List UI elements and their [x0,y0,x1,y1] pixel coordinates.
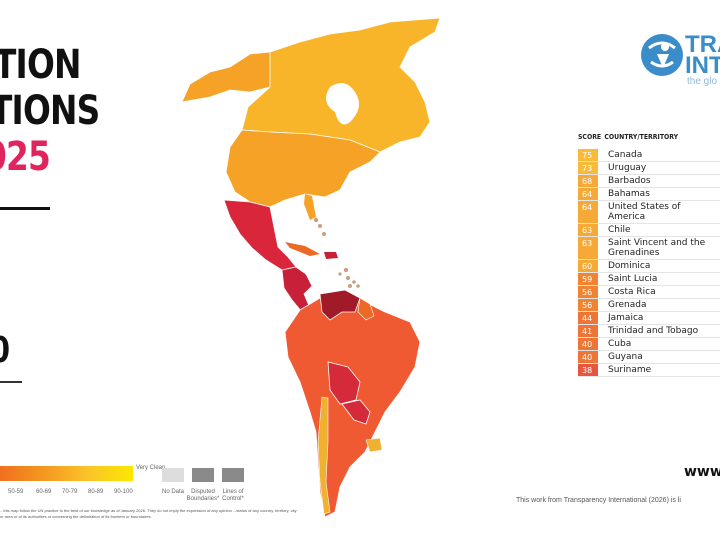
row-country: United States of America [608,202,681,222]
legend-no-data-swatch [162,468,184,482]
legend-tick: 50-59 [8,489,24,495]
table-header: SCORE COUNTRY/TERRITORY [578,133,703,147]
table-row: 63 Chile [578,224,720,237]
row-country: Cuba [608,339,632,349]
row-country: Bahamas [608,189,650,199]
row-score: 64 [578,201,598,223]
table-row: 38 Suriname [578,364,720,377]
row-score: 56 [578,286,598,298]
row-country: Trinidad and Tobago [608,326,699,336]
legend-tick: 60-69 [36,489,52,495]
table-row: 60 Dominica [578,260,720,273]
row-score: 64 [578,188,598,200]
row-country: Grenada [608,300,647,310]
map-region-central-america [281,266,313,313]
header-country: COUNTRY/TERRITORY [604,133,679,141]
row-country: Uruguay [608,163,647,173]
table-row: 56 Grenada [578,299,720,312]
legend-lines-of-control-swatch [222,468,244,482]
table-row: 68 Barbados [578,175,720,188]
global-average-score: 0 [0,330,10,371]
row-score: 68 [578,175,598,187]
row-country: Saint Vincent and the Grenadines [608,238,706,258]
row-score: 40 [578,351,598,363]
row-score: 44 [578,312,598,324]
table-row: 59 Saint Lucia [578,273,720,286]
row-country: Guyana [608,352,643,362]
logo-tagline: the glo [687,76,718,87]
table-row: 41 Trinidad and Tobago [578,325,720,338]
row-score: 63 [578,237,598,259]
table-row: 40 Guyana [578,351,720,364]
map-region-caribbean-islands [313,217,360,288]
map-region-uruguay [365,437,383,453]
table-row: 73 Uruguay [578,162,720,175]
logo-wordmark: TRA INT [685,31,720,79]
row-country: Canada [608,150,643,160]
map-disclaimer: ...this map follow the UN practice to th… [0,508,297,519]
table-row: 40 Cuba [578,338,720,351]
logo-line-2: INT [685,52,720,79]
map-region-venezuela [319,289,361,321]
table-row: 64 Bahamas [578,188,720,201]
title-line-1: TION [0,42,81,88]
map-region-mexico [223,199,297,271]
row-country: Dominica [608,261,651,271]
row-score: 59 [578,273,598,285]
globe-logo-icon [641,34,683,76]
row-country: Costa Rica [608,287,656,297]
row-score: 75 [578,149,598,161]
website-link[interactable]: www [684,464,720,480]
legend-gradient-bar [0,466,133,481]
table-row: 56 Costa Rica [578,286,720,299]
table-row: 64 United States of America [578,201,720,224]
table-rows: 75 Canada 73 Uruguay 68 Barbados 64 Bahamas 64 Un… [578,149,720,377]
row-country: Suriname [608,365,652,375]
row-score: 63 [578,224,598,236]
row-score: 56 [578,299,598,311]
legend-lines-of-control-label: Lines of Control* [222,489,244,502]
map-region-chile [317,396,331,515]
table-row: 75 Canada [578,149,720,162]
legend-tick: 70-79 [62,489,78,495]
row-score: 38 [578,364,598,376]
report-title: TION TIONS 025 [0,42,123,180]
table-row: 63 Saint Vincent and the Grenadines [578,237,720,260]
row-score: 60 [578,260,598,272]
americas-map [181,17,441,518]
title-year: 025 [0,134,51,180]
legend-no-data-label: No Data [161,489,184,495]
legend-tick: 80-89 [88,489,104,495]
map-region-bolivia [327,361,361,405]
row-score: 41 [578,325,598,337]
map-region-usa [225,129,381,208]
row-country: Chile [608,225,631,235]
map-region-paraguay [341,399,371,425]
title-divider [0,207,50,210]
license-text: This work from Transparency Internationa… [516,497,681,504]
legend-very-clean-label: Very Clean [136,465,166,471]
row-country: Saint Lucia [608,274,658,284]
score-table: SCORE COUNTRY/TERRITORY 75 Canada 73 Urugua… [578,133,720,377]
map-region-guianas [357,297,375,321]
row-country: Jamaica [608,313,644,323]
map-region-cuba [285,242,320,256]
row-country: Barbados [608,176,651,186]
title-line-2: TIONS [0,88,100,134]
header-score: SCORE [578,133,602,141]
logo-line-1: TRA [685,31,720,58]
legend-disputed-label: Disputed Boundaries* [186,489,220,502]
row-score: 73 [578,162,598,174]
table-row: 44 Jamaica [578,312,720,325]
score-divider [0,381,22,383]
legend-tick: 90-100 [114,489,133,495]
legend-disputed-swatch [192,468,214,482]
row-score: 40 [578,338,598,350]
